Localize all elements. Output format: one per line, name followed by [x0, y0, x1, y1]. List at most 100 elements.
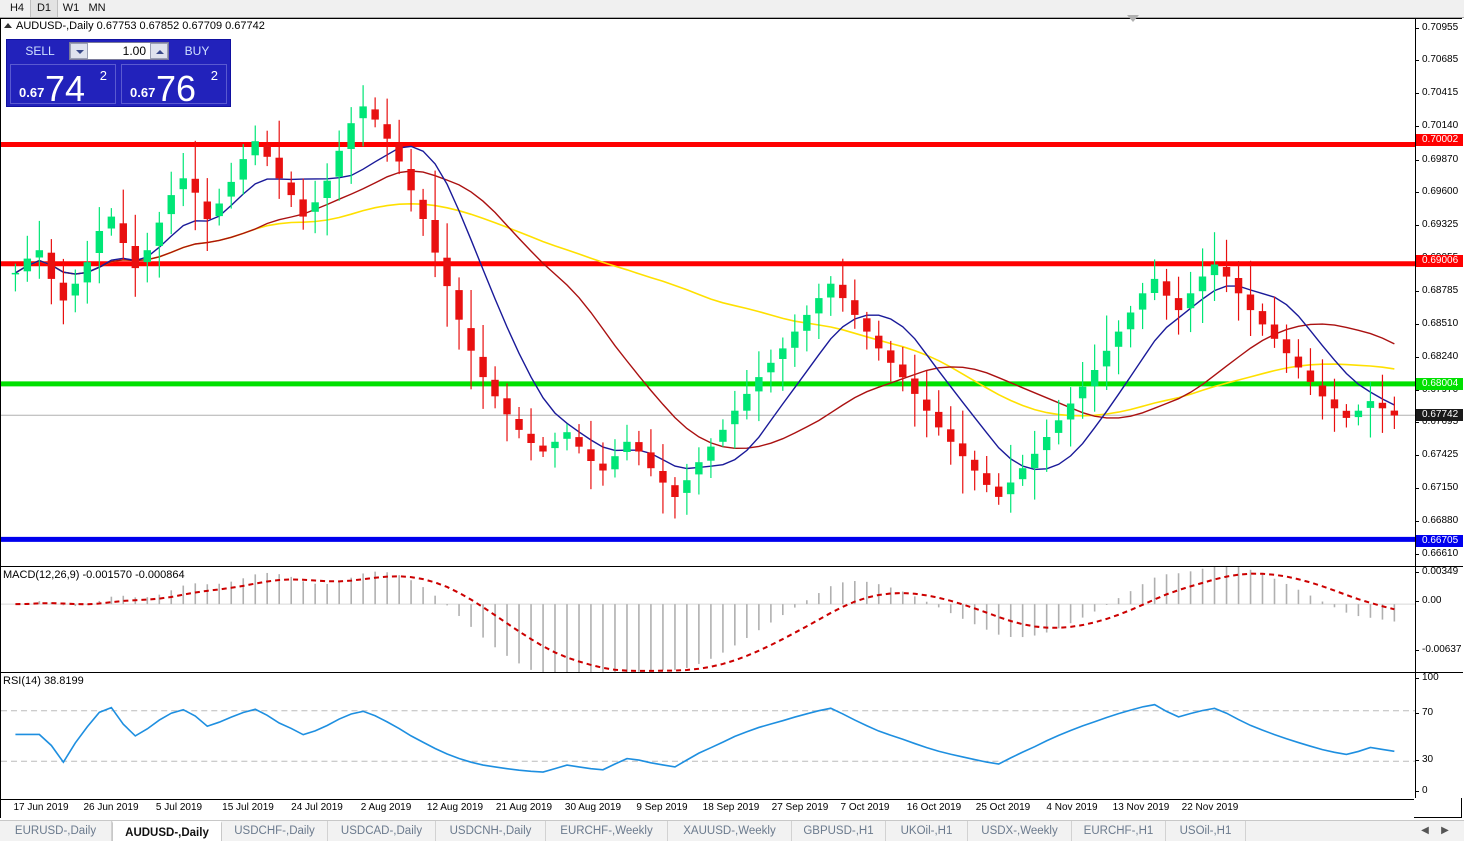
time-axis-label: 12 Aug 2019	[426, 802, 484, 813]
chart-tab-eurchf-h1[interactable]: EURCHF-,H1	[1072, 821, 1166, 841]
chart-tab-eurchf-weekly[interactable]: EURCHF-,Weekly	[546, 821, 668, 841]
collapse-triangle-icon[interactable]	[4, 22, 12, 28]
price-scale[interactable]: 0.70955 0.70685 0.70415 0.70140 0.69870 0.696…	[1415, 19, 1463, 798]
chart-scroll-marker[interactable]	[1127, 15, 1139, 22]
candle-body	[1282, 339, 1291, 354]
candle-body	[383, 124, 391, 139]
one-click-trading-panel[interactable]: SELL 1.00 BUY 0.67 74 2 0.67 76 2	[6, 39, 231, 107]
candle-body	[970, 459, 979, 471]
candle-body	[947, 429, 955, 442]
candle-body	[1006, 482, 1015, 495]
candle-body	[35, 250, 44, 258]
candle-body	[1186, 293, 1195, 309]
candle-body	[1174, 298, 1183, 311]
candle-body	[515, 419, 523, 430]
price-level-label[interactable]: 0.68004	[1416, 378, 1463, 390]
time-axis-label: 26 Jun 2019	[83, 802, 139, 813]
rsi-pane[interactable]	[1, 672, 1416, 799]
candle-body	[683, 480, 691, 493]
volume-value[interactable]: 1.00	[122, 44, 146, 58]
chart-tab-ukoil-h1[interactable]: UKOil-,H1	[886, 821, 968, 841]
price-tick: 0.70955	[1416, 22, 1463, 34]
candle-body	[707, 446, 715, 461]
chart-tab-gbpusd-h1[interactable]: GBPUSD-,H1	[792, 821, 886, 841]
candle-body	[1030, 453, 1039, 469]
ma-mid-red-line	[15, 170, 1395, 450]
buy-button[interactable]: BUY	[184, 44, 210, 58]
price-tick: 0.70685	[1416, 54, 1463, 66]
candle-body	[719, 429, 727, 442]
period-button-mn[interactable]: MN	[88, 2, 106, 14]
candle-body	[71, 283, 80, 296]
price-level-label[interactable]: 0.69006	[1416, 255, 1463, 267]
candle-body	[1150, 278, 1159, 293]
chart-tab-usdcad-daily[interactable]: USDCAD-,Daily	[328, 821, 436, 841]
volume-increase-button[interactable]	[150, 43, 168, 59]
candle-body	[287, 182, 295, 196]
buy-price-main: 76	[156, 68, 197, 109]
price-chart-svg	[1, 85, 1416, 542]
time-axis-label: 9 Sep 2019	[636, 802, 688, 813]
candle-body	[23, 258, 32, 272]
volume-decrease-button[interactable]	[70, 43, 88, 59]
chart-tab-bar[interactable]: EURUSD-,Daily AUDUSD-,Daily USDCHF-,Daily U…	[0, 820, 1464, 841]
chart-tab-xauusd-weekly[interactable]: XAUUSD-,Weekly	[668, 821, 792, 841]
price-tick: 0.69870	[1416, 154, 1463, 166]
period-button-w1[interactable]: W1	[62, 2, 80, 14]
price-level-label[interactable]: 0.67742	[1416, 409, 1463, 421]
price-chart-pane[interactable]	[1, 19, 1416, 564]
candle-body	[731, 410, 739, 425]
candle-body	[467, 328, 475, 351]
candle-body	[1078, 386, 1087, 399]
candle-body	[95, 231, 104, 253]
sell-price-quote[interactable]: 0.67 74 2	[10, 64, 116, 107]
rsi-line	[15, 703, 1395, 773]
period-button-d1[interactable]: D1	[30, 0, 58, 17]
period-button-h4[interactable]: H4	[9, 2, 25, 14]
candle-body	[1354, 410, 1363, 418]
candle-body	[635, 442, 643, 452]
chart-tab-usdcnh-daily[interactable]: USDCNH-,Daily	[436, 821, 546, 841]
candle-body	[83, 262, 92, 283]
candle-body	[1198, 276, 1207, 292]
candle-body	[1102, 350, 1111, 367]
price-level-label[interactable]: 0.66705	[1416, 535, 1463, 547]
price-level-label[interactable]: 0.70002	[1416, 134, 1463, 146]
candle-body	[755, 377, 763, 392]
macd-tick: 0.00	[1416, 595, 1463, 607]
price-tick: 0.67695	[1416, 416, 1463, 428]
time-axis[interactable]: 17 Jun 2019 26 Jun 2019 5 Jul 2019 15 Jul 2…	[1, 799, 1414, 818]
volume-stepper[interactable]: 1.00	[69, 42, 169, 60]
caret-up-icon	[156, 50, 164, 54]
period-toolbar: H4 D1 W1 MN	[0, 0, 1464, 18]
time-axis-label: 15 Jul 2019	[222, 802, 274, 813]
candle-body	[179, 178, 187, 190]
ma-fast-blue-line	[15, 145, 1395, 471]
buy-price-quote[interactable]: 0.67 76 2	[121, 64, 227, 109]
chart-tab-audusd-daily[interactable]: AUDUSD-,Daily	[112, 821, 222, 841]
chart-tab-usdx-weekly[interactable]: USDX-,Weekly	[968, 821, 1072, 841]
candle-body	[215, 203, 223, 217]
scale-separator	[1416, 672, 1463, 673]
candle-body	[1222, 267, 1231, 277]
time-axis-label: 2 Aug 2019	[360, 802, 412, 813]
chart-tab-usdchf-daily[interactable]: USDCHF-,Daily	[222, 821, 328, 841]
time-axis-label: 24 Jul 2019	[291, 802, 343, 813]
time-axis-label: 13 Nov 2019	[1112, 802, 1170, 813]
price-tick: 0.66880	[1416, 515, 1463, 527]
tab-scroll-left-button[interactable]: ◀	[1421, 825, 1429, 836]
candle-body	[335, 150, 343, 177]
candle-body	[815, 298, 823, 314]
chart-tab-usoil-h1[interactable]: USOil-,H1	[1166, 821, 1246, 841]
candle-body	[1018, 468, 1027, 480]
time-axis-label: 7 Oct 2019	[840, 802, 890, 813]
tab-scroll-right-button[interactable]: ▶	[1441, 825, 1449, 836]
sell-button[interactable]: SELL	[25, 44, 55, 58]
chart-tab-eurusd-daily[interactable]: EURUSD-,Daily	[0, 821, 112, 841]
candle-body	[671, 485, 679, 497]
time-axis-label: 30 Aug 2019	[564, 802, 622, 813]
macd-pane[interactable]	[1, 566, 1416, 672]
candle-body	[323, 180, 331, 198]
candle-body	[1366, 401, 1375, 408]
